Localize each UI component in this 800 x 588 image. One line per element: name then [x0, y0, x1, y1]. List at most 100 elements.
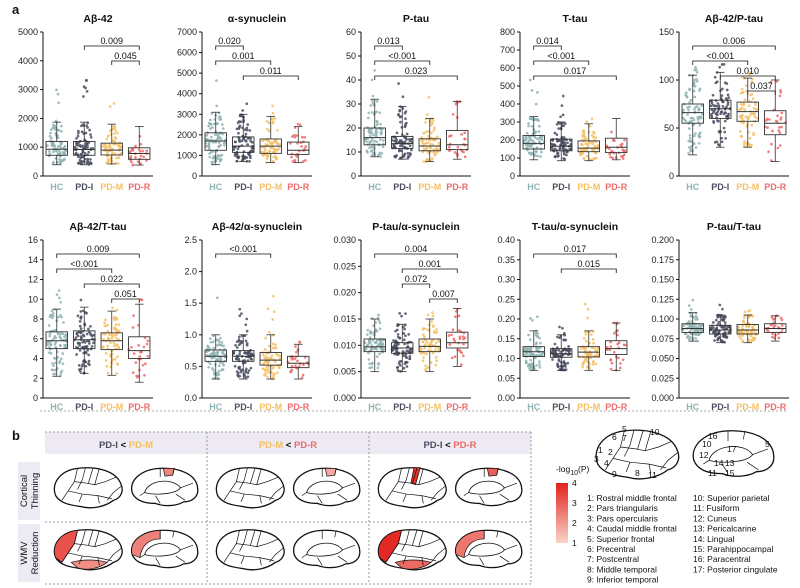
box-PD-I	[391, 135, 414, 149]
y-tick-label: 1.0	[184, 330, 197, 340]
data-point	[723, 321, 727, 324]
data-point	[557, 365, 560, 368]
legend-item: 10: Superior parietal	[693, 493, 770, 503]
data-point	[688, 101, 691, 104]
data-point	[378, 321, 382, 325]
data-point	[581, 365, 584, 369]
data-point	[209, 340, 213, 344]
data-point	[431, 118, 435, 122]
data-point	[265, 120, 269, 123]
data-point	[698, 116, 702, 120]
data-point	[457, 314, 461, 318]
y-tick-label: 300	[500, 117, 515, 127]
y-tick-label: 0.005	[333, 367, 356, 377]
region-number: 10	[650, 427, 660, 437]
data-point	[61, 362, 65, 366]
data-point	[108, 146, 112, 150]
data-point	[454, 315, 457, 319]
chart-title: Aβ-42/P-tau	[705, 13, 763, 25]
data-point	[113, 136, 117, 139]
data-point	[211, 162, 214, 166]
data-point	[75, 345, 78, 349]
data-point	[688, 137, 692, 140]
category-label-PD-M: PD-M	[100, 182, 123, 192]
data-point	[219, 137, 223, 141]
data-point	[244, 155, 247, 159]
data-point	[237, 371, 240, 375]
data-point	[748, 73, 751, 77]
data-point	[425, 146, 429, 150]
data-point	[215, 357, 219, 361]
sulcus-line	[236, 538, 279, 548]
data-point	[373, 68, 376, 72]
y-tick-label: 0	[510, 171, 515, 181]
row-label-band	[18, 462, 40, 520]
data-point	[694, 146, 698, 149]
data-point	[142, 155, 146, 159]
y-tick-label: 0	[192, 171, 197, 181]
data-point	[210, 112, 214, 115]
data-point	[398, 139, 402, 142]
data-point	[367, 111, 371, 115]
p-value-label: 0.010	[736, 66, 759, 76]
sulcus-line	[259, 495, 262, 504]
data-point	[743, 108, 746, 111]
data-point	[92, 333, 95, 337]
data-point	[245, 342, 249, 345]
sulcus-line	[239, 468, 248, 490]
data-point	[52, 150, 55, 154]
panel-label-b: b	[12, 428, 20, 443]
row-label: Cortical Thinning	[19, 473, 41, 509]
data-point	[410, 148, 413, 152]
data-point	[115, 343, 119, 347]
category-label-PD-I: PD-I	[552, 402, 570, 412]
data-point	[430, 339, 433, 343]
y-tick-label: 20	[346, 123, 356, 133]
data-point	[46, 144, 49, 147]
data-point	[369, 341, 372, 344]
data-point	[137, 343, 141, 347]
sulcus-line	[239, 530, 248, 552]
data-point	[51, 162, 55, 165]
column-header-right: PD-R	[453, 440, 476, 451]
data-point	[108, 144, 112, 147]
data-point	[428, 346, 432, 350]
data-point	[235, 127, 239, 131]
data-point	[752, 112, 756, 116]
data-point	[558, 146, 562, 150]
data-point	[741, 324, 745, 328]
data-point	[522, 353, 526, 356]
data-point	[555, 353, 558, 357]
data-point	[143, 373, 146, 377]
data-point	[118, 147, 122, 151]
sulcus-line	[139, 554, 145, 558]
data-point	[613, 331, 616, 335]
data-point	[251, 149, 254, 153]
data-point	[408, 152, 412, 155]
data-point	[725, 335, 729, 339]
data-point	[567, 345, 570, 348]
sulcus-line	[337, 493, 348, 501]
sulcus-line	[139, 492, 145, 496]
colorbar	[556, 483, 568, 543]
sulcus-line	[463, 554, 469, 558]
data-point	[267, 129, 271, 133]
data-point	[103, 321, 106, 324]
category-label-HC: HC	[368, 402, 381, 412]
data-point	[375, 123, 379, 127]
data-point	[686, 113, 689, 116]
data-point	[209, 118, 212, 122]
region-number: 16	[708, 431, 718, 441]
p-value-label: 0.001	[232, 51, 255, 61]
data-point	[609, 155, 612, 159]
data-point	[146, 339, 150, 343]
y-tick-label: 0	[351, 171, 356, 181]
sulcus-line	[625, 462, 631, 472]
data-point	[56, 128, 60, 132]
data-point	[410, 350, 413, 353]
data-point	[723, 331, 727, 334]
data-point	[766, 126, 769, 129]
data-point	[428, 139, 432, 142]
data-point	[381, 139, 385, 142]
